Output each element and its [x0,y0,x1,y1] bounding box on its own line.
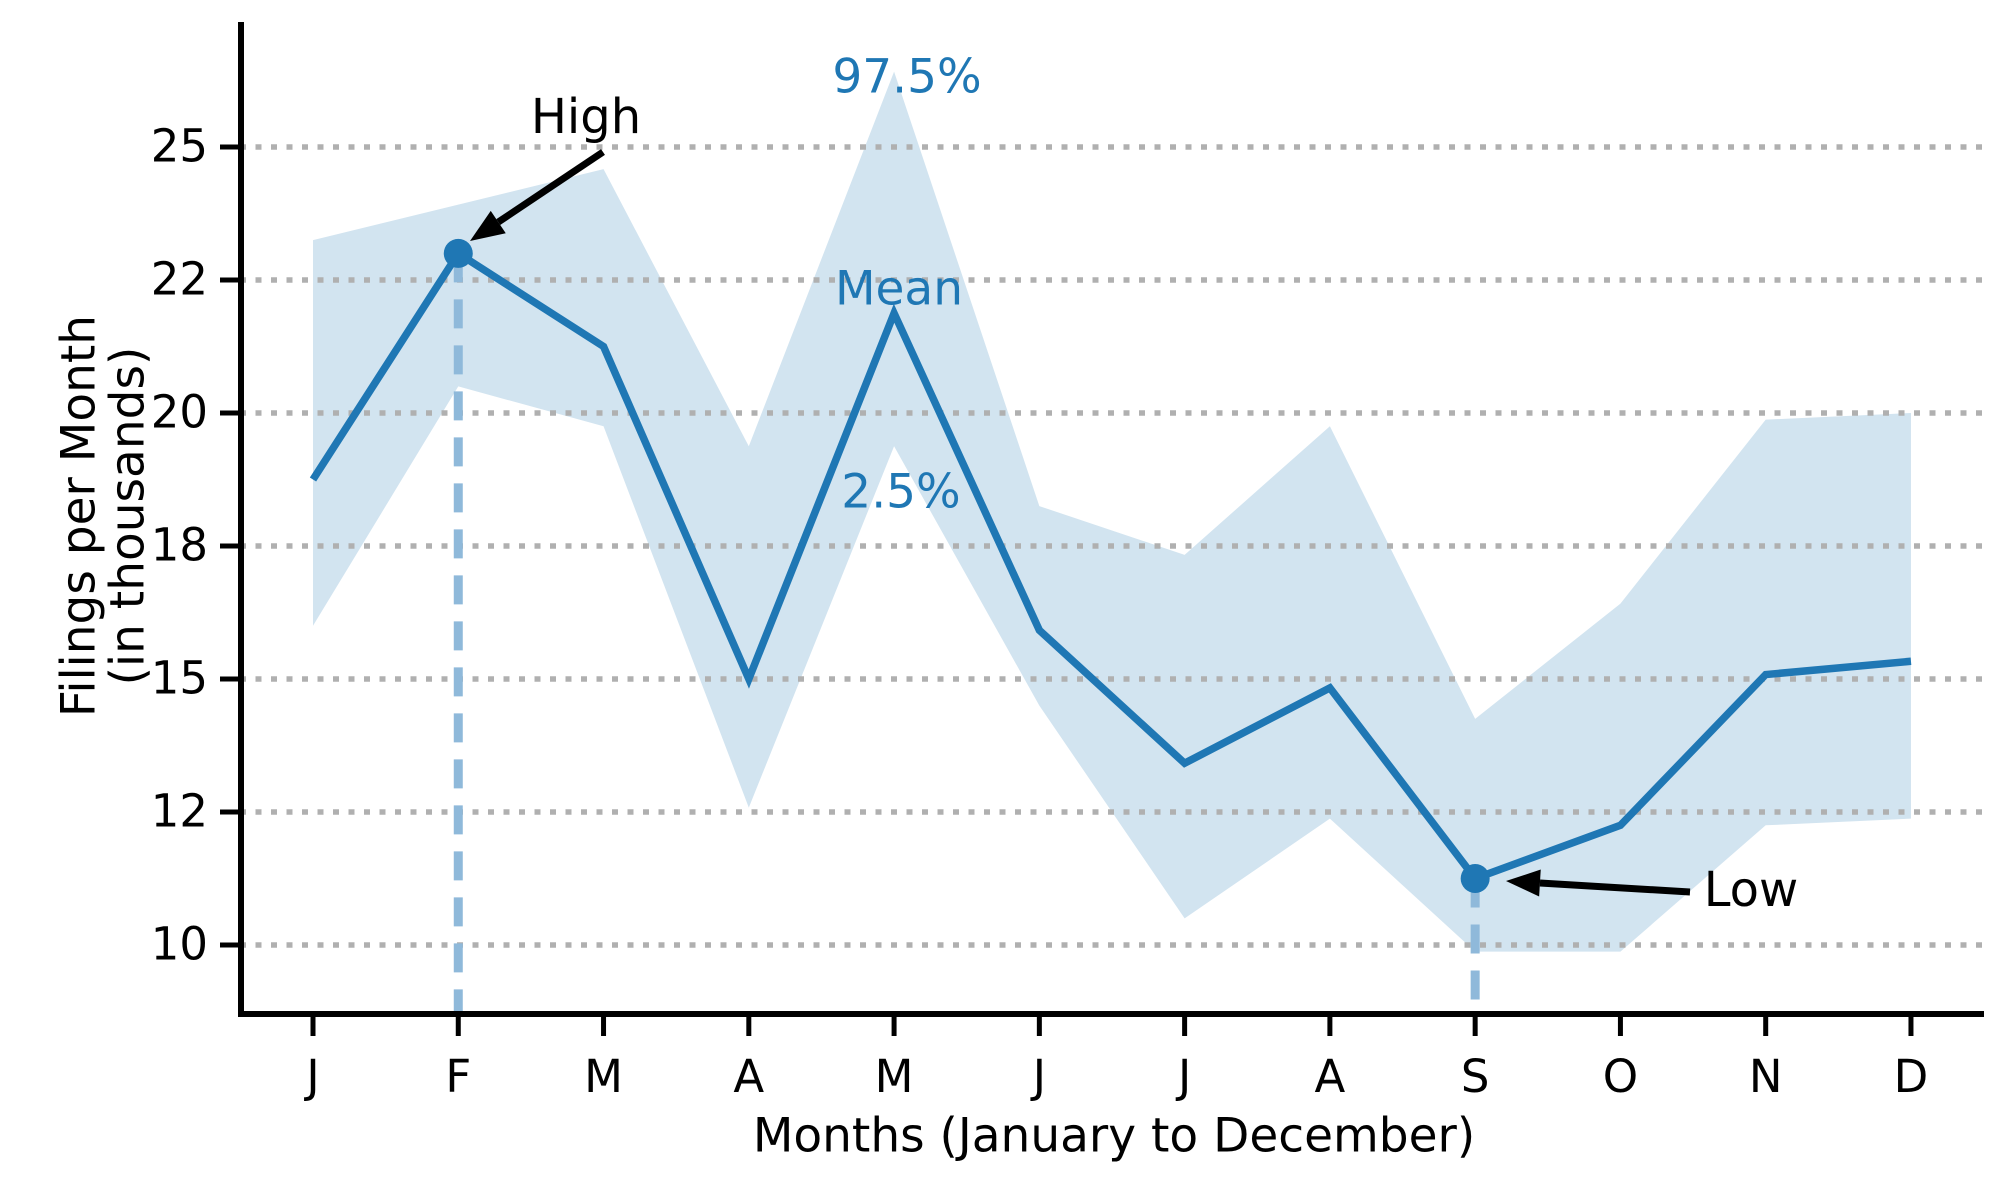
mean-line [309,248,1912,883]
y-tick-label-18: 18 [150,518,208,572]
y-axis-title: Filings per Month (in thousands) [51,314,156,718]
y-tick-label-12: 12 [150,784,208,838]
x-tick-label-4-M: M [874,1050,914,1103]
x-tick-label-7-A: A [1314,1050,1346,1103]
y-axis-title-line2: (in thousands) [101,346,156,686]
x-tick-label-11-D: D [1893,1050,1929,1103]
mean-label: Mean [834,261,964,317]
x-tick-label-5-J: J [1032,1050,1046,1103]
high-annotation-arrow-line [496,149,605,225]
y-tick-label-25: 25 [150,119,208,173]
low-annotation-arrow-head [1506,869,1541,897]
x-tick-label-8-S: S [1460,1050,1490,1103]
y-axis-title-line1: Filings per Month [51,314,107,718]
y-tick-label-22: 22 [150,252,208,306]
confidence-band [313,71,1911,952]
upper-band-label: 97.5% [832,49,982,105]
x-tick-label-1-F: F [445,1050,472,1103]
x-tick-label-10-N: N [1748,1050,1783,1103]
x-tick-label-6-J: J [1177,1050,1192,1103]
low-point-marker [1460,864,1490,893]
low-annotation-arrow-line [1539,879,1691,896]
y-tick-label-20: 20 [150,385,208,439]
x-tick-label-3-A: A [733,1050,765,1103]
lower-band-label: 2.5% [841,464,961,520]
x-tick-label-9-O: O [1602,1050,1639,1103]
high-annotation-label: High [530,88,642,145]
x-tick-label-2-M: M [584,1050,623,1103]
y-tick-label-15: 15 [150,651,208,705]
y-tick-label-10: 10 [150,917,208,971]
x-axis-title: Months (January to December) [752,1108,1476,1164]
x-tick-label-0-J: J [306,1050,320,1103]
high-point-marker [443,238,473,268]
low-annotation-label: Low [1703,861,1799,918]
high-annotation-arrow-head [470,210,506,241]
